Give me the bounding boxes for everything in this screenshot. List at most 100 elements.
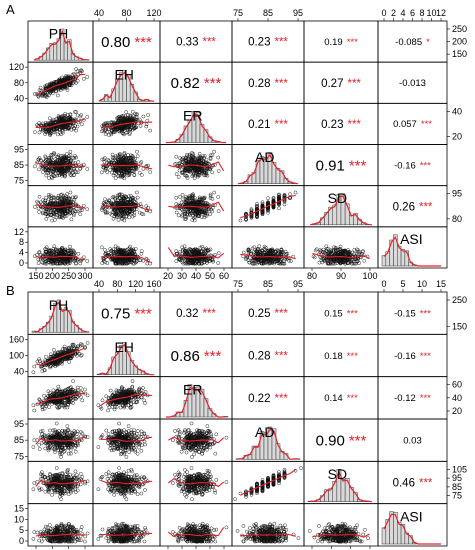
scatter-point <box>53 218 57 222</box>
scatter-point <box>137 171 142 175</box>
scatter-point <box>74 67 78 71</box>
significance-stars: *** <box>347 119 361 131</box>
scatter-point <box>148 170 153 174</box>
variable-label: PH <box>49 25 68 41</box>
scatter-point <box>210 196 215 201</box>
significance-stars: *** <box>347 78 361 90</box>
scatter-point <box>208 196 213 200</box>
scatter-point <box>135 195 140 200</box>
scatter-point <box>105 261 110 265</box>
scatter-point <box>68 190 73 195</box>
scatter-point <box>288 192 292 197</box>
scatter-point <box>37 130 42 135</box>
correlation-number: 0.23 <box>321 119 343 131</box>
scatter-point <box>49 83 53 88</box>
scatter-point <box>107 133 111 137</box>
scatter-point <box>179 200 184 205</box>
correlation-value: -0.16 *** <box>394 160 431 171</box>
matrix-cell-ph-ph: PH <box>27 20 94 63</box>
matrix-cell-ph-ad: 0.23 *** <box>231 20 305 63</box>
scatter-point <box>174 210 179 215</box>
matrix-cell-asi-ad <box>231 226 305 269</box>
matrix-cell-ad-sd: 0.91 *** <box>303 144 379 187</box>
correlation-value: 0.23 *** <box>248 37 288 49</box>
correlation-number: -0.16 <box>394 160 416 171</box>
histogram-bar <box>63 41 68 61</box>
scatter-point <box>176 213 181 218</box>
scatter-point <box>81 76 86 81</box>
scatter-point <box>210 209 214 214</box>
significance-stars: *** <box>347 37 358 48</box>
scatter-point <box>50 218 54 223</box>
correlation-number: 0.28 <box>248 78 270 90</box>
scatter-point <box>103 197 107 202</box>
scatter-point <box>135 149 139 154</box>
scatter-point <box>51 82 56 87</box>
correlation-value: 0.28 *** <box>248 78 288 90</box>
scatter-point <box>146 113 150 117</box>
scatter-point <box>135 190 139 195</box>
scatter-point <box>33 205 37 209</box>
scatter-point <box>68 244 72 249</box>
scatter-point <box>174 195 179 200</box>
scatter-point <box>174 259 179 264</box>
scatter-point <box>177 168 182 173</box>
scatter-point <box>65 88 70 92</box>
variable-label: ER <box>183 108 202 124</box>
matrix-cell-ad-eh <box>92 144 161 187</box>
scatter-point <box>79 68 84 73</box>
scatter-point <box>52 151 57 156</box>
scatter-point <box>241 250 246 255</box>
significance-stars: *** <box>274 37 288 49</box>
matrix-cell-er-asi: 0.057 *** <box>377 102 448 145</box>
scatter-point <box>138 124 143 128</box>
correlation-value: 0.26 *** <box>393 201 433 213</box>
scatter-point <box>139 173 144 177</box>
scatter-point <box>85 75 90 79</box>
scatter-point <box>47 116 52 121</box>
significance-stars: *** <box>419 201 433 213</box>
scatter-point <box>238 218 243 223</box>
correlation-number: 0.91 <box>316 157 345 174</box>
matrix-cell-asi-sd <box>303 226 379 269</box>
scatter-point <box>41 170 45 174</box>
matrix-cell-sd-eh <box>92 185 161 228</box>
matrix-cell-sd-ph <box>27 185 94 228</box>
scatter-point <box>73 72 78 77</box>
scatter-point <box>63 84 68 89</box>
significance-stars: *** <box>274 78 288 90</box>
scatter-point <box>181 197 186 202</box>
scatter-point <box>56 93 60 98</box>
scatter-point <box>33 130 37 134</box>
scatter-point <box>277 206 281 211</box>
matrix-cell-er-er: ER <box>159 102 233 145</box>
scatter-point <box>80 122 84 127</box>
significance-stars: *** <box>204 75 222 92</box>
correlation-number: 0.19 <box>324 37 343 48</box>
scatter-point <box>266 210 270 215</box>
matrix-cell-er-sd: 0.23 *** <box>303 102 379 145</box>
correlation-value: 0.27 *** <box>321 78 361 90</box>
scatter-point <box>80 69 84 74</box>
scatter-point <box>174 172 179 176</box>
correlation-value: 0.82 *** <box>171 75 222 92</box>
matrix-cell-sd-er <box>159 185 233 228</box>
correlation-value: 0.21 *** <box>248 119 288 131</box>
matrix-cell-eh-asi: -0.013 <box>377 61 448 104</box>
scatter-point <box>57 78 62 82</box>
scatter-point <box>127 215 132 220</box>
significance-stars: * <box>426 37 430 48</box>
scatter-point <box>191 214 196 218</box>
matrix-cell-ph-asi: -0.085 * <box>377 20 448 63</box>
correlation-value: 0.19 *** <box>324 37 358 48</box>
correlation-number: 0.82 <box>171 75 200 92</box>
scatter-point <box>266 196 270 201</box>
scatter-point <box>36 261 41 265</box>
histogram-bar <box>67 39 72 61</box>
scatter-point <box>106 158 111 162</box>
matrix-cell-eh-ph <box>27 61 94 104</box>
matrix-cell-er-ph <box>27 102 94 145</box>
scatter-point <box>124 110 129 114</box>
matrix-cell-sd-ad <box>231 185 305 228</box>
correlation-value: 0.80 *** <box>101 34 152 51</box>
